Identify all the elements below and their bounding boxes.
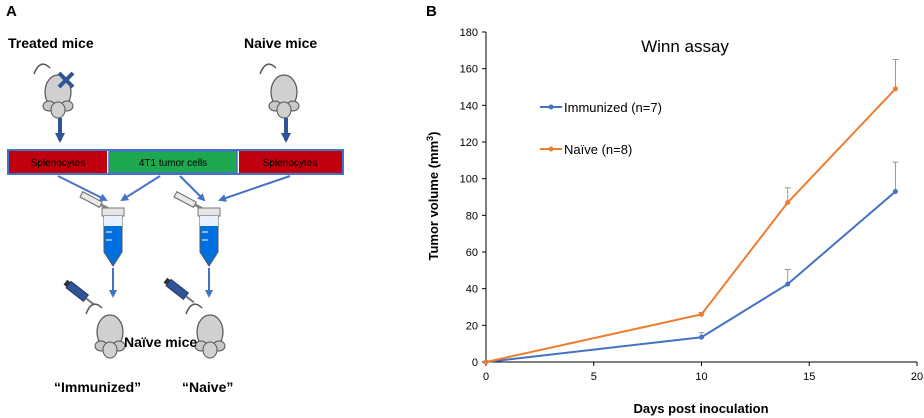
y-tick-label: 160 — [460, 64, 478, 76]
y-tick-label: 80 — [466, 210, 478, 222]
treated-mice-label: Treated mice — [8, 35, 94, 51]
x-tick-label: 10 — [695, 371, 707, 383]
treated-mouse-icon — [33, 63, 74, 119]
panel-b: B Winn assay Days post inoculation Tumor… — [425, 3, 923, 416]
legend-entry-label: Naïve (n=8) — [564, 142, 632, 157]
naive-group-label: “Naive” — [182, 379, 233, 395]
arrow-tumor-to-tube2 — [179, 175, 206, 202]
y-tick-label: 140 — [460, 100, 478, 112]
series-naive — [483, 59, 899, 365]
x-tick-label: 15 — [803, 371, 815, 383]
arrow-tumor-to-tube1 — [120, 175, 161, 202]
data-point — [699, 311, 704, 317]
syringe-left-icon — [63, 279, 95, 306]
legend-marker — [548, 104, 554, 110]
y-tick-label: 120 — [460, 137, 478, 149]
data-point — [785, 200, 791, 205]
x-tick-label: 0 — [483, 371, 489, 383]
winn-assay-chart: Winn assay Days post inoculation Tumor v… — [425, 27, 923, 416]
series-immunized — [483, 161, 899, 365]
data-point — [483, 359, 489, 365]
legend-entry-label: Immunized (n=7) — [564, 100, 662, 115]
naive-mouse-bottom-icon — [185, 303, 226, 359]
chart-plot-area — [483, 59, 899, 365]
series-line — [485, 88, 897, 363]
chart-axes: 0 20 40 60 80 100 120 140 160 180 0 5 10 15 20 — [460, 27, 923, 383]
splenocytes-right-label: Splenocytes — [263, 158, 317, 169]
arrow-right-to-tube2 — [218, 175, 291, 202]
arrow-left-to-tube1 — [57, 175, 108, 201]
y-tick-label: 180 — [460, 27, 478, 39]
x-axis-label: Days post inoculation — [633, 401, 768, 416]
y-axis-label: Tumor volume (mm3) — [425, 131, 441, 260]
splenocytes-left-label: Splenocytes — [31, 158, 85, 169]
tube-left-icon — [101, 207, 125, 267]
x-tick-label: 20 — [911, 371, 923, 383]
naive-mouse-top-icon — [259, 63, 300, 119]
tumor-cells-label: 4T1 tumor cells — [139, 158, 207, 169]
naive-mice-bottom-label: Naïve mice — [124, 334, 197, 350]
panel-b-label: B — [426, 3, 437, 20]
splenocytes-left-box — [9, 151, 107, 173]
panel-a-label: A — [6, 3, 17, 20]
chart-legend: Immunized (n=7) Naïve (n=8) — [540, 100, 662, 157]
immunized-mouse-icon — [85, 303, 126, 359]
tumor-cells-box — [108, 150, 238, 174]
data-point — [785, 281, 791, 287]
data-point — [892, 189, 898, 194]
tumor-marker-icon — [57, 71, 75, 89]
syringe-right-icon — [163, 277, 195, 304]
y-tick-label: 40 — [466, 284, 478, 296]
y-tick-label: 20 — [466, 320, 478, 332]
naive-mice-top-label: Naive mice — [244, 35, 317, 51]
tube-right-icon — [197, 207, 221, 267]
x-tick-label: 5 — [591, 371, 597, 383]
legend-marker — [548, 146, 554, 152]
data-point — [892, 86, 898, 92]
data-point — [699, 334, 704, 340]
y-tick-label: 100 — [460, 174, 478, 186]
y-tick-label: 0 — [472, 357, 478, 369]
splenocytes-right-box — [239, 151, 342, 173]
panel-a: A Treated mice Naive mice Sp — [6, 3, 344, 395]
y-tick-label: 60 — [466, 247, 478, 259]
immunized-group-label: “Immunized” — [54, 379, 141, 395]
series-line — [485, 190, 897, 363]
chart-title: Winn assay — [641, 37, 729, 56]
